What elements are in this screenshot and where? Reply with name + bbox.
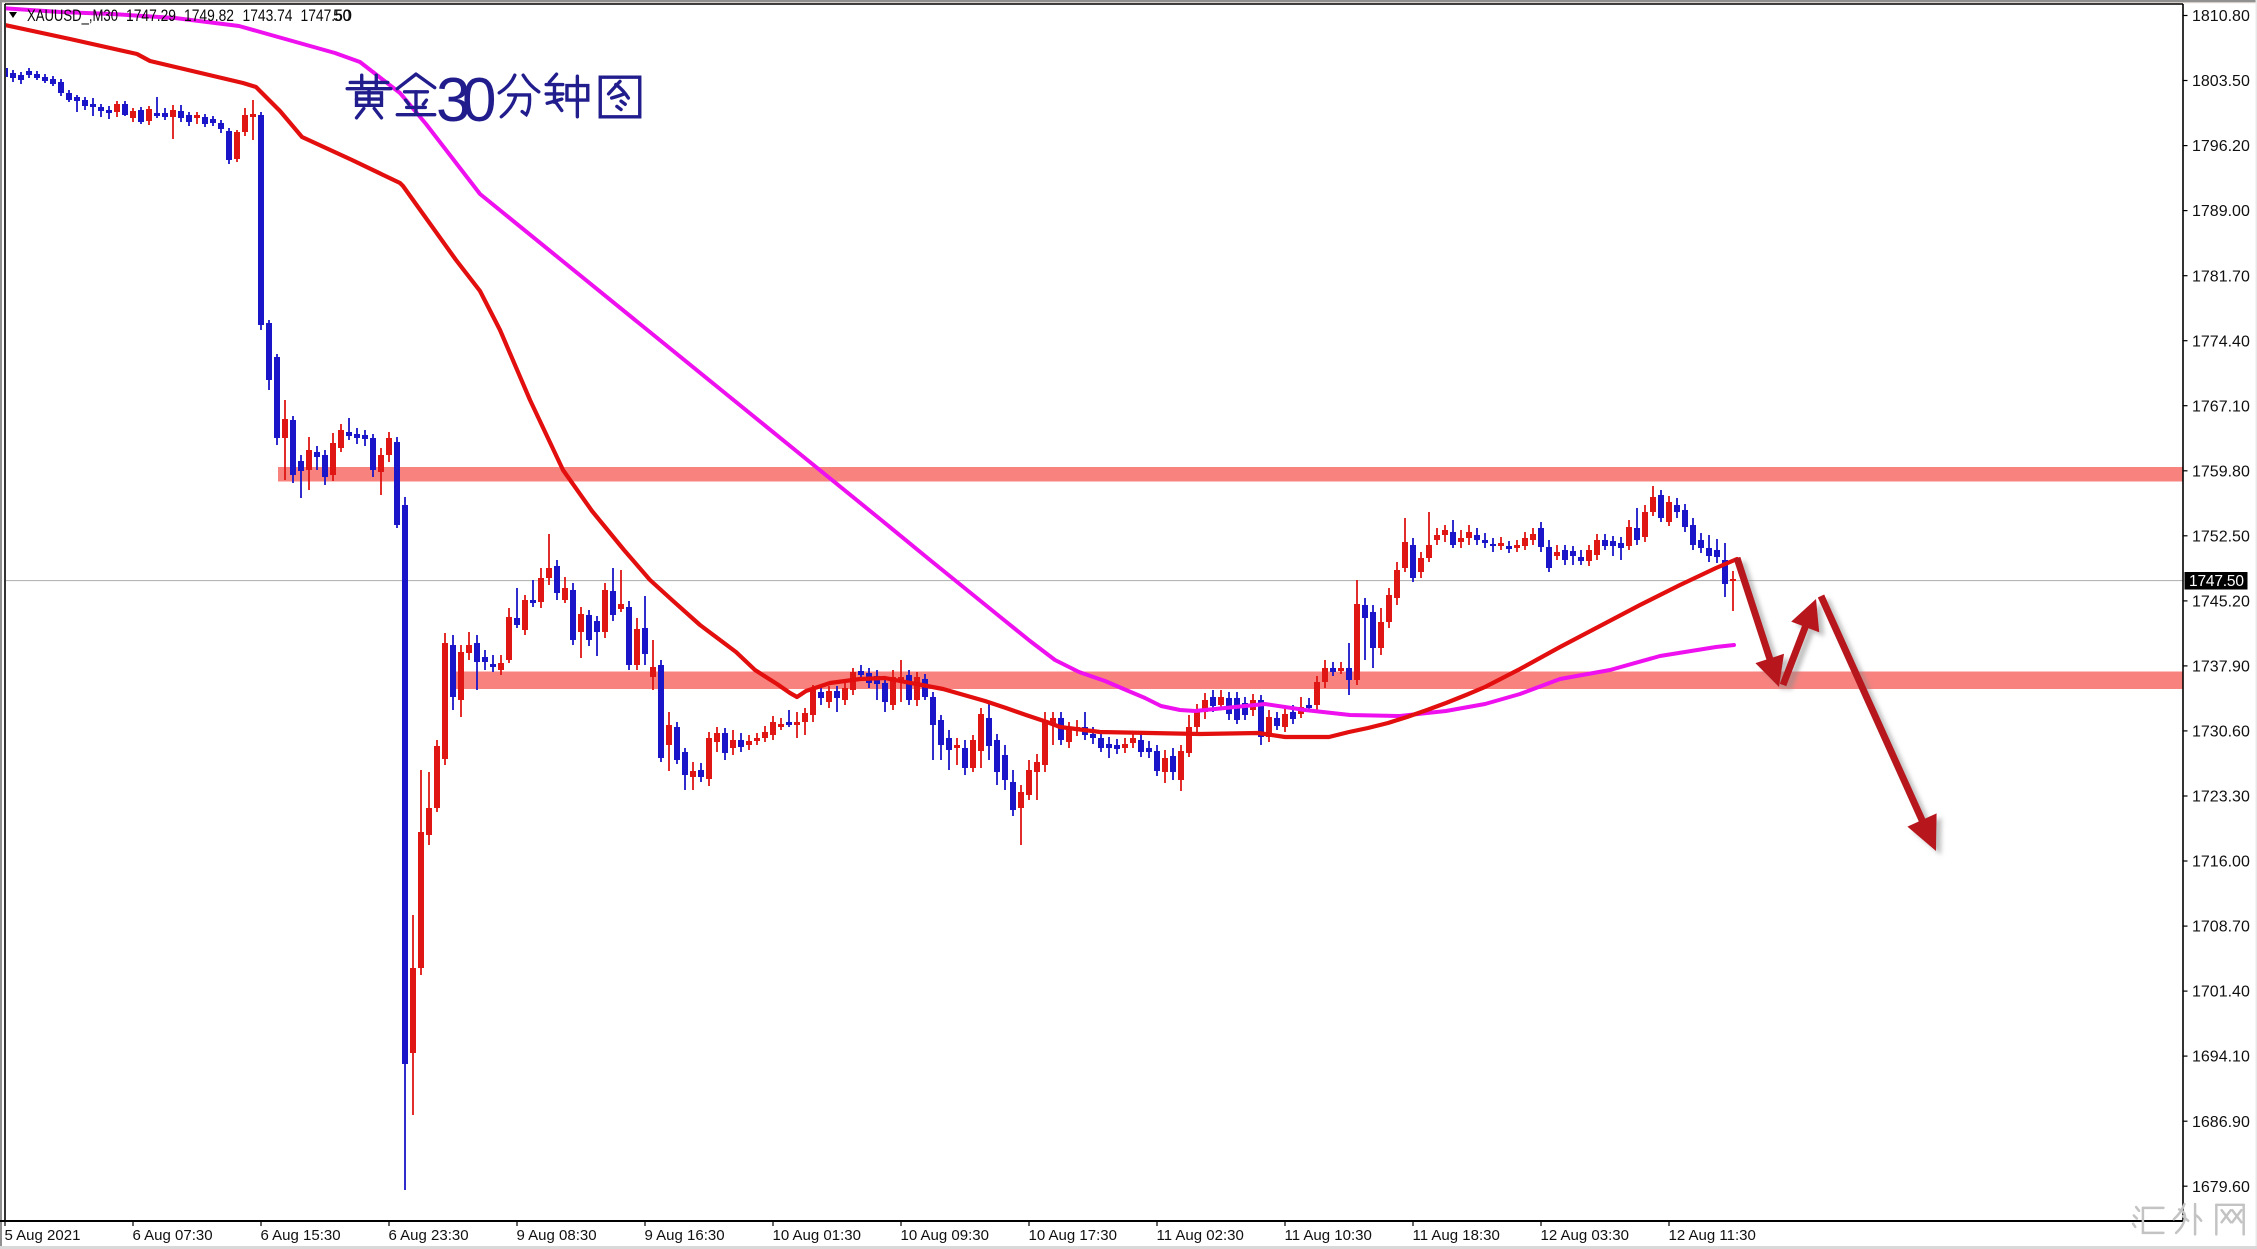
svg-text:1745.20: 1745.20 (2192, 594, 2250, 611)
svg-text:1767.10: 1767.10 (2192, 398, 2250, 415)
svg-text:6 Aug 23:30: 6 Aug 23:30 (389, 1227, 469, 1244)
svg-text:12 Aug 03:30: 12 Aug 03:30 (1541, 1227, 1629, 1244)
svg-text:XAUUSD_,M30: XAUUSD_,M30 (27, 6, 118, 25)
svg-text:1730.60: 1730.60 (2192, 724, 2250, 741)
svg-text:1752.50: 1752.50 (2192, 528, 2250, 545)
svg-text:1723.30: 1723.30 (2192, 789, 2250, 806)
svg-text:1810.80: 1810.80 (2192, 8, 2250, 25)
svg-text:1747.29: 1747.29 (126, 6, 176, 25)
svg-text:1781.70: 1781.70 (2192, 268, 2250, 285)
svg-text:1789.00: 1789.00 (2192, 203, 2250, 220)
svg-text:1686.90: 1686.90 (2192, 1114, 2250, 1131)
svg-text:9 Aug 16:30: 9 Aug 16:30 (645, 1227, 725, 1244)
svg-text:1774.40: 1774.40 (2192, 333, 2250, 350)
svg-text:10 Aug 17:30: 10 Aug 17:30 (1029, 1227, 1117, 1244)
svg-text:6 Aug 07:30: 6 Aug 07:30 (133, 1227, 213, 1244)
svg-text:11 Aug 02:30: 11 Aug 02:30 (1157, 1227, 1244, 1244)
svg-text:6 Aug 15:30: 6 Aug 15:30 (261, 1227, 341, 1244)
svg-text:1679.60: 1679.60 (2192, 1179, 2250, 1196)
svg-text:0: 0 (462, 66, 496, 135)
svg-text:5 Aug 2021: 5 Aug 2021 (5, 1227, 81, 1244)
svg-text:10 Aug 01:30: 10 Aug 01:30 (773, 1227, 861, 1244)
svg-text:1701.40: 1701.40 (2192, 984, 2250, 1001)
svg-text:11 Aug 18:30: 11 Aug 18:30 (1413, 1227, 1500, 1244)
svg-text:1694.10: 1694.10 (2192, 1049, 2250, 1066)
svg-text:1796.20: 1796.20 (2192, 138, 2250, 155)
svg-text:1708.70: 1708.70 (2192, 919, 2250, 936)
svg-text:1743.74: 1743.74 (243, 6, 293, 25)
svg-text:9 Aug 08:30: 9 Aug 08:30 (517, 1227, 597, 1244)
svg-text:1747.50: 1747.50 (301, 6, 351, 25)
svg-text:3: 3 (436, 66, 470, 135)
svg-text:10 Aug 09:30: 10 Aug 09:30 (901, 1227, 989, 1244)
svg-text:12 Aug 11:30: 12 Aug 11:30 (1669, 1227, 1756, 1244)
svg-text:1803.50: 1803.50 (2192, 73, 2250, 90)
svg-text:1749.82: 1749.82 (184, 6, 234, 25)
svg-text:1759.80: 1759.80 (2192, 463, 2250, 480)
svg-text:1747.50: 1747.50 (2189, 573, 2244, 590)
svg-text:50: 50 (333, 6, 352, 25)
svg-text:11 Aug 10:30: 11 Aug 10:30 (1285, 1227, 1372, 1244)
svg-text:1737.90: 1737.90 (2192, 659, 2250, 676)
svg-text:1716.00: 1716.00 (2192, 854, 2250, 871)
